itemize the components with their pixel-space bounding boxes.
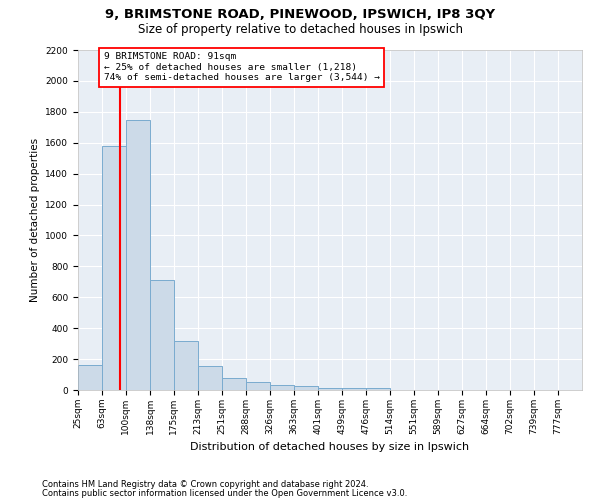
Bar [293, 386, 317, 390]
Bar [270, 386, 294, 390]
Text: 9, BRIMSTONE ROAD, PINEWOOD, IPSWICH, IP8 3QY: 9, BRIMSTONE ROAD, PINEWOOD, IPSWICH, IP… [105, 8, 495, 20]
Bar [198, 366, 222, 390]
Bar [102, 146, 126, 390]
Bar [173, 340, 197, 390]
Text: Size of property relative to detached houses in Ipswich: Size of property relative to detached ho… [137, 22, 463, 36]
Bar [366, 388, 389, 390]
Bar [342, 388, 366, 390]
Y-axis label: Number of detached properties: Number of detached properties [30, 138, 40, 302]
Bar [222, 378, 246, 390]
X-axis label: Distribution of detached houses by size in Ipswich: Distribution of detached houses by size … [190, 442, 470, 452]
Bar [150, 280, 174, 390]
Text: Contains public sector information licensed under the Open Government Licence v3: Contains public sector information licen… [42, 488, 407, 498]
Bar [126, 120, 150, 390]
Bar [78, 366, 102, 390]
Text: 9 BRIMSTONE ROAD: 91sqm
← 25% of detached houses are smaller (1,218)
74% of semi: 9 BRIMSTONE ROAD: 91sqm ← 25% of detache… [104, 52, 380, 82]
Text: Contains HM Land Registry data © Crown copyright and database right 2024.: Contains HM Land Registry data © Crown c… [42, 480, 368, 489]
Bar [246, 382, 270, 390]
Bar [318, 388, 342, 390]
